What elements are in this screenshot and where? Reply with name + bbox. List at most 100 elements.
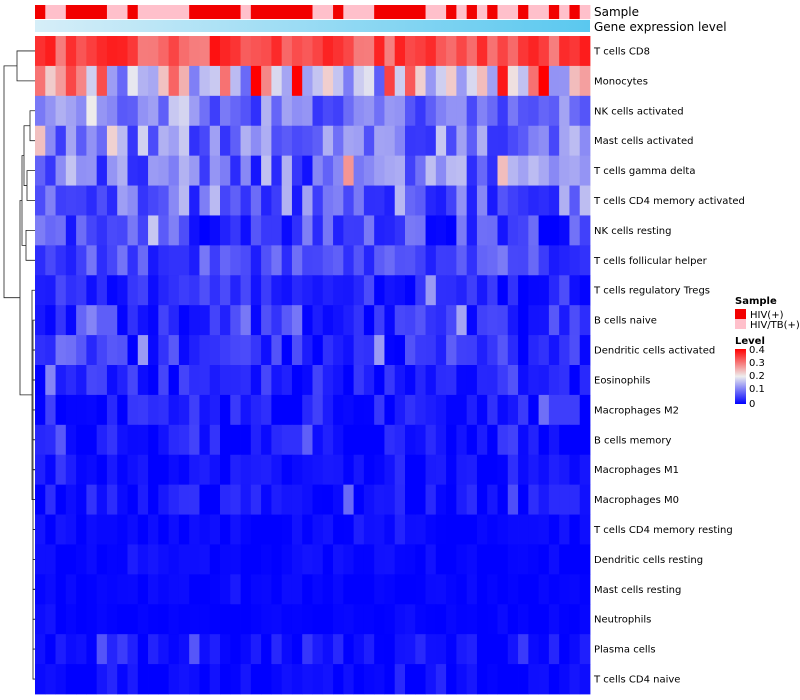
heatmap-cell [507, 604, 519, 635]
heatmap-cell [86, 484, 98, 515]
heatmap-cell [220, 215, 231, 246]
heatmap-cell [363, 155, 375, 186]
heatmap-cell [312, 36, 324, 67]
heatmap-cell [538, 544, 550, 575]
heatmap-cell [250, 155, 262, 186]
heatmap-cell [55, 245, 67, 276]
heatmap-cell [96, 125, 108, 157]
heatmap-cell [456, 95, 468, 127]
row-dendrogram [3, 50, 35, 680]
heatmap-cell [363, 305, 375, 336]
heatmap-cell [302, 484, 313, 515]
heatmap-cell [220, 394, 231, 426]
heatmap-cell [148, 215, 159, 246]
heatmap-cell [199, 215, 211, 246]
heatmap-cell [230, 305, 241, 336]
heatmap-cell [86, 335, 98, 366]
heatmap-cell [446, 185, 457, 216]
heatmap-cell [199, 634, 211, 665]
row-label: T cells CD4 memory resting [593, 525, 733, 536]
heatmap-cell [55, 394, 67, 426]
heatmap-cell [148, 634, 159, 665]
heatmap-cell [189, 454, 200, 486]
heatmap-cell [425, 394, 437, 426]
heatmap-cell [168, 514, 180, 545]
legend-label-hiv-tb: HIV/TB(+) [750, 320, 800, 331]
heatmap-cell [456, 215, 468, 246]
heatmap-cell [209, 604, 221, 635]
heatmap-cell [189, 185, 200, 216]
heatmap-cell [86, 95, 98, 127]
sample-cell [45, 5, 56, 19]
dendrogram-branch [32, 529, 35, 560]
heatmap-cell [240, 335, 252, 366]
heatmap-cell [281, 65, 293, 97]
heatmap-cell [528, 215, 540, 246]
heatmap-cell [487, 65, 498, 97]
heatmap-cell [559, 514, 570, 545]
heatmap-cell [497, 484, 509, 515]
heatmap-cell [374, 245, 385, 276]
heatmap-cell [271, 305, 283, 336]
sample-cell [86, 5, 98, 19]
heatmap-cell [456, 36, 468, 67]
heatmap-cell [178, 335, 190, 366]
heatmap-cell [158, 544, 170, 575]
heatmap-cell [548, 335, 560, 366]
heatmap-cell [497, 185, 509, 216]
heatmap-cell [302, 125, 313, 157]
heatmap-cell [343, 574, 355, 605]
heatmap-cell [137, 95, 149, 127]
heatmap-cell [250, 574, 262, 605]
heatmap-cell [189, 305, 200, 336]
heatmap-cell [343, 185, 355, 216]
heatmap-cell [96, 215, 108, 246]
heatmap-cell [117, 305, 128, 336]
heatmap-cell [353, 155, 365, 186]
heatmap-cell [158, 125, 170, 157]
heatmap-cell [384, 544, 396, 575]
heatmap-cell [497, 245, 509, 276]
sample-cell [250, 5, 262, 19]
sample-cell [518, 5, 529, 19]
heatmap-cell [446, 365, 457, 396]
heatmap-cell [476, 335, 488, 366]
heatmap-cell [127, 365, 139, 396]
heatmap-cell [302, 424, 313, 456]
sample-cell [559, 5, 570, 19]
heatmap-cell [250, 454, 262, 486]
heatmap-cell [322, 36, 334, 67]
heatmap-cell [476, 634, 488, 665]
heatmap-cell [363, 514, 375, 545]
heatmap-cell [425, 155, 437, 186]
heatmap-cell [415, 125, 426, 157]
row-label: T cells CD4 naive [593, 675, 680, 686]
heatmap-cell [220, 335, 231, 366]
heatmap-cell [374, 365, 385, 396]
heatmap-cell [538, 185, 550, 216]
heatmap-cell [45, 155, 56, 186]
heatmap-cell [476, 574, 488, 605]
heatmap-cell [333, 185, 344, 216]
gene-expression-annotation-track [35, 20, 590, 32]
heatmap-cell [487, 604, 498, 635]
heatmap-cell [127, 65, 139, 97]
heatmap-cell [220, 514, 231, 545]
heatmap-cell [312, 424, 324, 456]
heatmap-cell [384, 634, 396, 665]
heatmap-cell [394, 95, 406, 127]
heatmap-cell [333, 604, 344, 635]
heatmap-cell [55, 454, 67, 486]
heatmap-cell [333, 275, 344, 306]
heatmap-cell [168, 664, 180, 695]
heatmap-cell [394, 604, 406, 635]
heatmap-cell [158, 185, 170, 216]
heatmap-cell [322, 424, 334, 456]
heatmap-cell [148, 275, 159, 306]
heatmap-cell [230, 65, 241, 97]
heatmap-cell [548, 484, 560, 515]
heatmap-cell [230, 185, 241, 216]
heatmap-cell [281, 394, 293, 426]
heatmap-cell [579, 514, 591, 545]
heatmap-cell [281, 185, 293, 216]
